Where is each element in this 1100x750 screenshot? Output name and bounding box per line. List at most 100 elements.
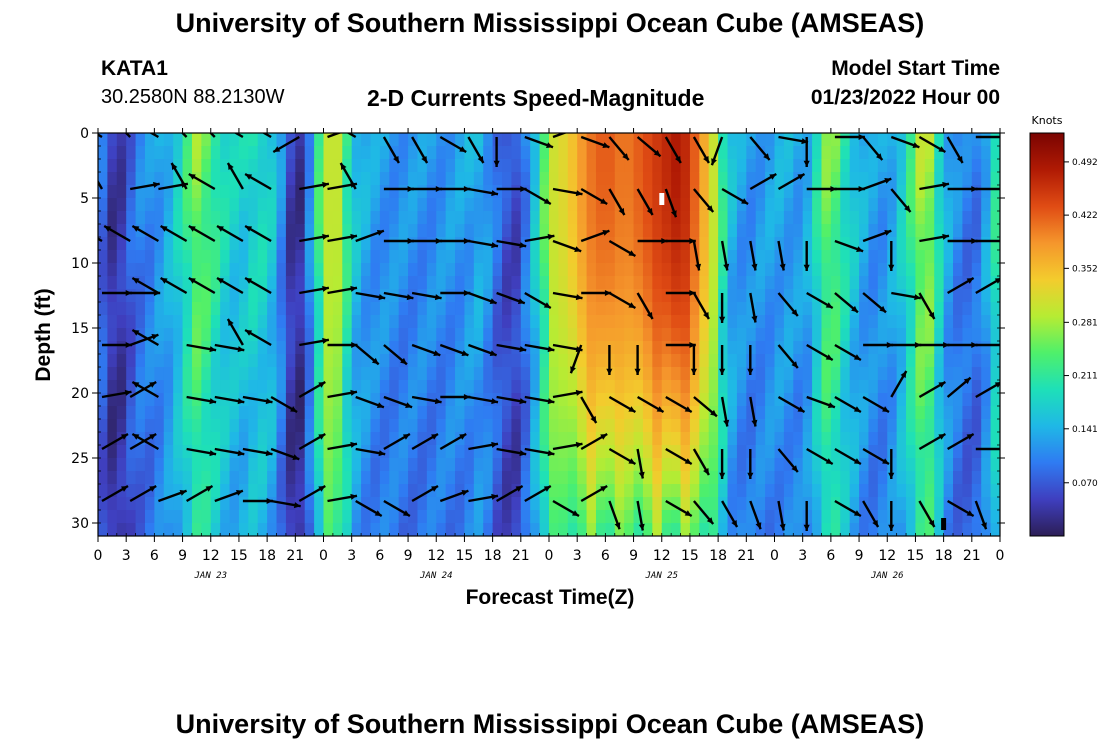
heatmap-cell (849, 354, 860, 368)
heatmap-cell (107, 354, 118, 368)
vector-head (803, 264, 810, 271)
heatmap-cell (727, 484, 738, 498)
heatmap-cell (642, 159, 653, 173)
heatmap-cell (642, 328, 653, 342)
current-vector (608, 136, 630, 161)
heatmap-cell (267, 172, 278, 186)
heatmap-cell (201, 458, 212, 472)
heatmap-cell (774, 133, 785, 147)
current-vector (580, 396, 598, 424)
heatmap-cell (812, 198, 823, 212)
heatmap-cell (455, 497, 466, 511)
heatmap-cell (821, 367, 832, 381)
vector-head (350, 389, 357, 396)
heatmap-cell (502, 198, 513, 212)
heatmap-cell (116, 250, 127, 264)
vector-head (236, 490, 243, 496)
heatmap-cell (906, 406, 917, 420)
vector-head (689, 342, 696, 348)
heatmap-cell (765, 497, 776, 511)
heatmap-cell (868, 185, 879, 199)
current-vector (131, 328, 159, 347)
heatmap-cell (783, 341, 794, 355)
heatmap-cell (671, 484, 682, 498)
heatmap-cell (934, 263, 945, 277)
heatmap-cell (126, 367, 137, 381)
heatmap-cell (727, 302, 738, 316)
heatmap-cell (229, 263, 240, 277)
heatmap-cell (126, 341, 137, 355)
heatmap-cell (492, 432, 503, 446)
heatmap-cell (276, 211, 287, 225)
heatmap-cell (229, 185, 240, 199)
x-tick-label: 21 (286, 548, 304, 564)
heatmap-cell (511, 159, 522, 173)
heatmap-cell (464, 484, 475, 498)
heatmap-cell (417, 367, 428, 381)
heatmap-cell (802, 224, 813, 238)
heatmap-cell (830, 172, 841, 186)
heatmap-cell (906, 185, 917, 199)
heatmap-cell (323, 289, 334, 303)
heatmap-cell (671, 250, 682, 264)
heatmap-cell (877, 185, 888, 199)
heatmap-cell (473, 302, 484, 316)
heatmap-cell (586, 159, 597, 173)
vector-shaft (1004, 449, 1014, 477)
heatmap-cell (812, 263, 823, 277)
heatmap-cell (492, 523, 503, 536)
heatmap-cell (210, 406, 221, 420)
colorbar-tick-label: 0.492 (1072, 158, 1098, 168)
heatmap-cell (220, 484, 231, 498)
heatmap-cell (990, 484, 1000, 498)
heatmap-cell (220, 406, 231, 420)
heatmap-cell (436, 172, 447, 186)
heatmap-cell (774, 276, 785, 290)
heatmap-cell (840, 432, 851, 446)
heatmap-cell (417, 484, 428, 498)
heatmap-cell (934, 328, 945, 342)
heatmap-cell (567, 250, 578, 264)
heatmap-cell (361, 211, 372, 225)
heatmap-cell (924, 198, 935, 212)
heatmap-cell (257, 172, 268, 186)
current-vector (411, 432, 439, 451)
heatmap-cell (398, 146, 409, 160)
heatmap-cell (840, 510, 851, 524)
current-vector (806, 291, 834, 310)
heatmap-cell (135, 445, 146, 459)
heatmap-cell (304, 458, 315, 472)
heatmap-cell (248, 133, 259, 147)
heatmap-cell (868, 315, 879, 329)
heatmap-cell (389, 159, 400, 173)
heatmap-cell (953, 198, 964, 212)
heatmap-cell (906, 224, 917, 238)
heatmap-cell (116, 393, 127, 407)
heatmap-cell (314, 458, 325, 472)
heatmap-cell (849, 263, 860, 277)
heatmap-cell (736, 133, 747, 147)
current-vector (608, 188, 626, 216)
heatmap-cell (511, 263, 522, 277)
heatmap-cell (830, 289, 841, 303)
vector-shaft (552, 133, 568, 139)
heatmap-cell (943, 432, 954, 446)
heatmap-cell (492, 341, 503, 355)
current-vector (383, 291, 414, 301)
heatmap-cell (802, 484, 813, 498)
heatmap-cell (718, 211, 729, 225)
current-vector (188, 276, 216, 295)
heatmap-cell (595, 367, 606, 381)
current-vector (580, 484, 608, 503)
heatmap-cell (370, 380, 381, 394)
heatmap-cell (436, 133, 447, 147)
heatmap-cell (182, 159, 193, 173)
heatmap-cell (689, 276, 700, 290)
heatmap-cell (135, 250, 146, 264)
heatmap-cell (304, 393, 315, 407)
heatmap-cell (126, 133, 137, 147)
heatmap-cell (971, 484, 982, 498)
current-vector (636, 136, 662, 158)
current-vector (664, 188, 678, 218)
heatmap-cell (483, 315, 494, 329)
